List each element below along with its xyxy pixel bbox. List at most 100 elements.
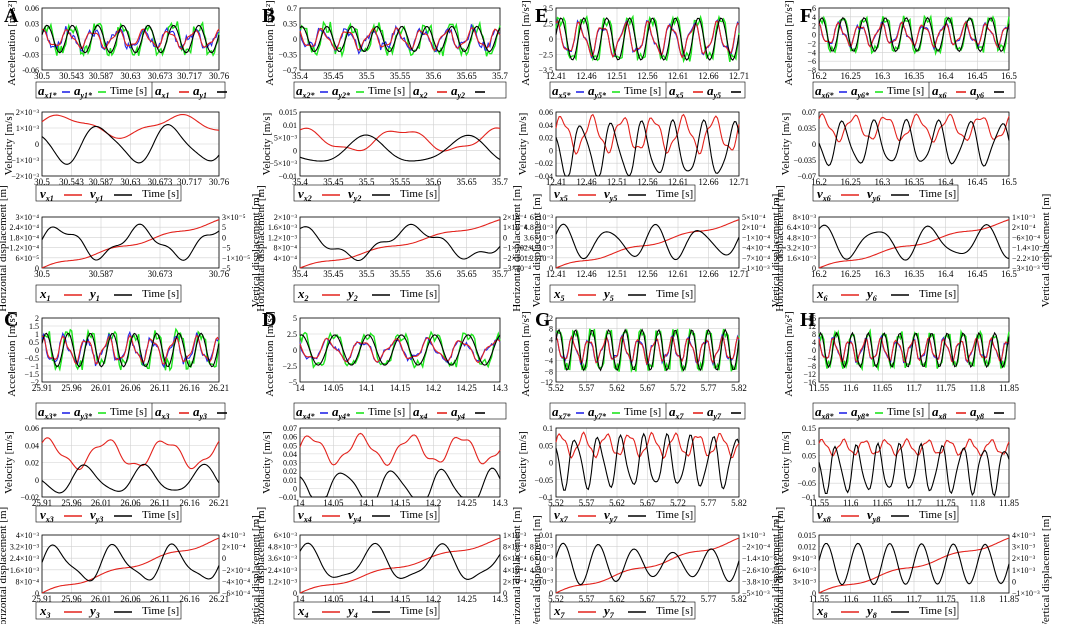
velocity-plot: 0.15 0.1 0.05 0 −0.05 −0.111.55 11.6 11.65 11.7 1… bbox=[780, 424, 1019, 524]
y-tick-label: 0.07 bbox=[802, 108, 816, 117]
y-tick-label: 0.06 bbox=[283, 433, 297, 442]
panel-letter: F bbox=[800, 5, 812, 27]
panel-C: C 21.510.50−0.5−1−1.5−225.91 25.96 26.01 26.… bbox=[0, 309, 262, 624]
series-horizontal bbox=[818, 537, 1010, 594]
x-tick-label: 35.7 bbox=[492, 269, 508, 279]
legend-time-label: Time [s] bbox=[624, 85, 661, 97]
legend-box bbox=[812, 284, 959, 303]
y-tick-label: 0 bbox=[812, 346, 816, 355]
x-tick-label: 5.62 bbox=[609, 498, 625, 508]
legend-subscript: x8* bbox=[821, 412, 835, 421]
y-tick-label: 1.2×10⁻³ bbox=[268, 577, 298, 586]
y-tick-label: −0.7 bbox=[282, 66, 297, 75]
x-tick-label: 5.52 bbox=[548, 383, 564, 393]
y-tick-label: 3×10⁻³ bbox=[1012, 543, 1036, 552]
y-tick-label: −0.02 bbox=[20, 493, 39, 502]
y-tick-label: 0.1 bbox=[806, 438, 816, 447]
x-tick-label: 5.82 bbox=[731, 383, 747, 393]
plot-frame bbox=[41, 7, 220, 71]
x-tick-label: 35.7 bbox=[492, 177, 508, 187]
y2-axis-label: Vertical displacement [m] bbox=[1040, 515, 1052, 624]
x-tick-label: 30.63 bbox=[120, 71, 141, 81]
series-horizontal bbox=[41, 219, 220, 269]
x-tick-label: 35.45 bbox=[323, 269, 344, 279]
y-tick-label: −3×10⁻³ bbox=[1012, 264, 1040, 273]
y-tick-label: 2.4×10⁻³ bbox=[10, 554, 40, 563]
legend-symbol: y3 bbox=[88, 603, 100, 620]
legend-box bbox=[35, 81, 226, 99]
y-tick-label: −1×10⁻³ bbox=[11, 156, 39, 165]
y-tick-label: −4×10⁻⁴ bbox=[742, 244, 770, 253]
series-ax bbox=[299, 27, 501, 52]
legend-subscript: y5 bbox=[713, 91, 722, 100]
y-tick-label: −0.07 bbox=[797, 172, 816, 181]
y-tick-label: 0 bbox=[293, 146, 297, 155]
y-tick-label: 0.06 bbox=[25, 4, 39, 13]
x-tick-label: 16.45 bbox=[967, 269, 988, 279]
x-tick-label: 14.25 bbox=[457, 498, 478, 508]
legend-subscript: 5 bbox=[610, 294, 614, 303]
x-tick-label: 26.06 bbox=[120, 594, 141, 604]
legend-symbol: x5 bbox=[553, 286, 565, 303]
y-tick-label: 0.05 bbox=[539, 441, 553, 450]
panel-letter: D bbox=[262, 309, 276, 331]
x-tick-label: 26.01 bbox=[91, 594, 111, 604]
x-tick-label: 26.16 bbox=[179, 383, 200, 393]
x-tick-label: 35.55 bbox=[390, 269, 411, 279]
y-tick-label: 8 bbox=[812, 330, 816, 339]
x-tick-label: 5.67 bbox=[640, 383, 656, 393]
y-tick-label: 4×10⁻³ bbox=[1012, 531, 1036, 540]
legend-box bbox=[812, 184, 959, 202]
y-tick-label: 0.03 bbox=[25, 20, 39, 29]
x-tick-label: 14.1 bbox=[359, 498, 375, 508]
y-tick-label: −16 bbox=[803, 378, 816, 387]
y-tick-label: −0.1 bbox=[538, 493, 553, 502]
x-tick-label: 16.25 bbox=[841, 269, 862, 279]
y-tick-label: 0.015 bbox=[798, 531, 816, 540]
x-tick-label: 35.55 bbox=[390, 177, 411, 187]
legend-subscript: x6 bbox=[938, 91, 947, 100]
y-axis-label: Velocity [m/s] bbox=[3, 431, 15, 494]
y-tick-label: 3.2×10⁻³ bbox=[10, 543, 40, 552]
y-tick-label: 0.1 bbox=[543, 424, 553, 433]
y-tick-label: −2×10⁻⁴ bbox=[742, 543, 770, 552]
plot-frame bbox=[41, 317, 220, 383]
y-tick-label: 2×10⁻⁴ bbox=[503, 577, 527, 586]
y-tick-label: −3.8×10⁻³ bbox=[742, 577, 776, 586]
y-axis-label: Acceleration [m/s²] bbox=[264, 0, 276, 85]
y-tick-label: −1×10⁻⁴ bbox=[742, 233, 770, 242]
series-vx bbox=[299, 127, 501, 152]
legend-time-label: Time [s] bbox=[919, 188, 956, 200]
legend-time-label: Time [s] bbox=[656, 188, 693, 200]
x-tick-label: 16.3 bbox=[874, 71, 890, 81]
y-tick-label: 0.02 bbox=[283, 467, 297, 476]
y-tick-label: 0 bbox=[812, 264, 816, 273]
y-tick-label: 2×10⁻³ bbox=[16, 108, 40, 117]
x-tick-label: 35.55 bbox=[390, 71, 411, 81]
y-tick-label: 8×10⁻⁴ bbox=[503, 543, 527, 552]
x-tick-label: 5.67 bbox=[640, 594, 656, 604]
x-tick-label: 5.52 bbox=[548, 498, 564, 508]
y-tick-label: −12 bbox=[803, 370, 816, 379]
x-tick-label: 35.45 bbox=[323, 177, 344, 187]
y-tick-label: 1.8×10⁻⁴ bbox=[9, 233, 39, 242]
acceleration-plot: 0.7 0.35 0 −0.35 −0.735.4 35.45 35.5 35.55 35.6 3… bbox=[264, 0, 508, 100]
y-tick-label: −8 bbox=[807, 362, 816, 371]
x-tick-label: 11.85 bbox=[999, 498, 1019, 508]
y-tick-label: 1×10⁻³ bbox=[1012, 213, 1036, 222]
y-tick-label: −4×10⁻⁴ bbox=[222, 577, 250, 586]
legend-subscript: 2 bbox=[304, 294, 309, 303]
plot-frame bbox=[41, 534, 220, 594]
legend-subscript: y2 bbox=[457, 91, 466, 100]
y-tick-label: 0 bbox=[293, 484, 297, 493]
series-vy bbox=[555, 118, 740, 177]
x-tick-label: 16.2 bbox=[811, 177, 827, 187]
y-tick-label: 0.012 bbox=[798, 543, 816, 552]
panel-letter: A bbox=[4, 5, 19, 27]
x-tick-label: 5.57 bbox=[579, 498, 595, 508]
x-tick-label: 30.673 bbox=[148, 71, 173, 81]
x-tick-label: 35.4 bbox=[292, 71, 308, 81]
y-tick-label: 0 bbox=[549, 264, 553, 273]
legend-subscript: y7 bbox=[713, 412, 723, 421]
